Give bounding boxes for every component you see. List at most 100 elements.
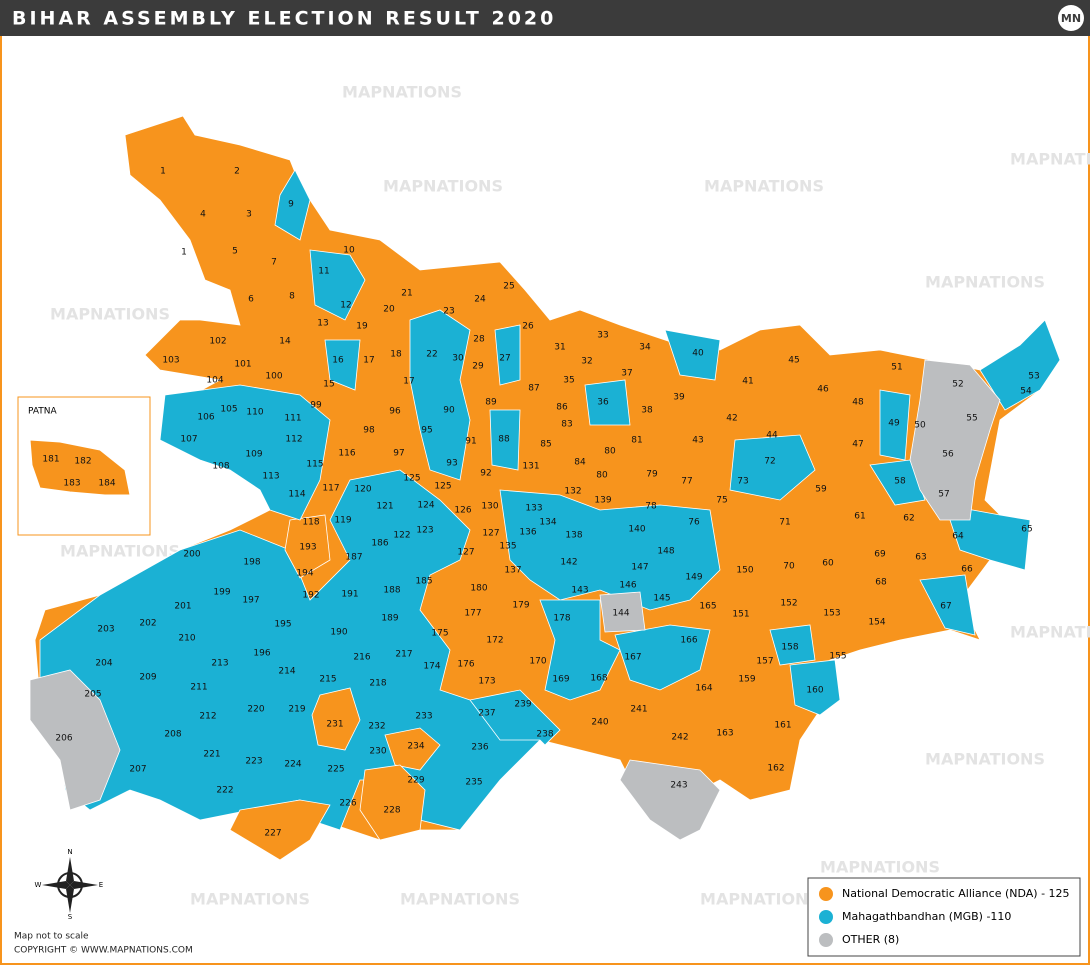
- watermark: MAPNATIONS: [400, 890, 520, 909]
- mgb-region: [729, 434, 816, 501]
- constituency-label: 155: [829, 652, 846, 662]
- compass: N S W E: [35, 848, 104, 921]
- nda-region: [229, 799, 331, 861]
- constituency-label: 1: [181, 248, 187, 258]
- constituency-label: 159: [738, 675, 755, 685]
- constituency-label: 162: [767, 764, 784, 774]
- constituency-label: 144: [612, 609, 629, 619]
- constituency-label: 197: [242, 596, 259, 606]
- constituency-label: 207: [129, 765, 146, 775]
- constituency-label: 215: [319, 675, 336, 685]
- constituency-label: 209: [139, 673, 156, 683]
- constituency-label: 115: [306, 460, 323, 470]
- scale-note: Map not to scale: [14, 932, 89, 942]
- constituency-label: 26: [522, 322, 534, 332]
- constituency-label: 240: [591, 718, 608, 728]
- constituency-label: 229: [407, 776, 424, 786]
- constituency-label: 114: [288, 490, 305, 500]
- watermark: MAPNATIONS: [60, 542, 180, 561]
- constituency-label: 46: [817, 385, 829, 395]
- constituency-label: 122: [393, 531, 410, 541]
- inset-labels: 181 182 183 184: [42, 455, 115, 489]
- constituency-label: 234: [407, 742, 424, 752]
- constituency-label: 24: [474, 295, 486, 305]
- constituency-label: 219: [288, 705, 305, 715]
- constituency-label: 143: [571, 586, 588, 596]
- constituency-label: 108: [212, 462, 229, 472]
- constituency-label: 10: [343, 246, 355, 256]
- constituency-label: 118: [302, 518, 319, 528]
- constituency-label: 100: [265, 372, 282, 382]
- constituency-label: 56: [942, 450, 954, 460]
- constituency-label: 102: [209, 337, 226, 347]
- constituency-label: 101: [234, 360, 251, 370]
- constituency-label: 43: [692, 436, 703, 446]
- constituency-label: 233: [415, 712, 432, 722]
- constituency-label: 227: [264, 829, 281, 839]
- constituency-label: 104: [206, 376, 223, 386]
- other-region: [29, 669, 121, 811]
- watermark: MAPNATIONS: [50, 305, 170, 324]
- compass-n: N: [67, 848, 72, 856]
- constituency-label: 78: [645, 502, 657, 512]
- constituency-label: 201: [174, 602, 191, 612]
- constituency-label: 29: [472, 362, 484, 372]
- constituency-label: 110: [246, 408, 263, 418]
- other-region: [909, 359, 1001, 521]
- constituency-label: 13: [317, 319, 328, 329]
- constituency-label: 83: [561, 420, 572, 430]
- constituency-label: 239: [514, 700, 531, 710]
- constituency-label: 225: [327, 765, 344, 775]
- mgb-region: [789, 659, 841, 716]
- constituency-label: 221: [203, 750, 220, 760]
- constituency-label: 217: [395, 650, 412, 660]
- mgb-region: [324, 339, 361, 391]
- constituency-label: 158: [781, 643, 798, 653]
- other-region: [599, 591, 646, 633]
- constituency-label: 17: [363, 356, 374, 366]
- constituency-label: 157: [756, 657, 773, 667]
- legend-swatch: [819, 887, 833, 901]
- constituency-label: 45: [788, 356, 799, 366]
- constituency-label: 199: [213, 588, 230, 598]
- constituency-label: 28: [473, 335, 485, 345]
- constituency-label: 136: [519, 528, 536, 538]
- mgb-region: [309, 249, 366, 321]
- constituency-label: 160: [806, 686, 823, 696]
- constituency-label: 232: [368, 722, 385, 732]
- constituency-label: 236: [471, 743, 488, 753]
- constituency-label: 9: [288, 200, 294, 210]
- constituency-label: 174: [423, 662, 440, 672]
- constituency-label: 224: [284, 760, 301, 770]
- constituency-label: 243: [670, 781, 687, 791]
- constituency-label: 54: [1020, 387, 1032, 397]
- title: BIHAR ASSEMBLY ELECTION RESULT 2020: [12, 8, 556, 30]
- constituency-label: 127: [457, 548, 474, 558]
- constituency-label: 16: [332, 356, 344, 366]
- constituency-label: 99: [310, 401, 322, 411]
- nda-region: [284, 514, 331, 579]
- constituency-label: 25: [503, 282, 514, 292]
- constituency-label: 17: [403, 377, 414, 387]
- inset-title: PATNA: [28, 407, 58, 417]
- constituency-label: 89: [485, 398, 497, 408]
- constituency-label: 127: [482, 529, 499, 539]
- mgb-region: [489, 409, 521, 471]
- constituency-label: 124: [417, 501, 434, 511]
- constituency-label: 132: [564, 487, 581, 497]
- legend: National Democratic Alliance (NDA) - 125…: [819, 887, 1070, 947]
- constituency-label: 237: [478, 709, 495, 719]
- constituency-label: 81: [631, 436, 642, 446]
- inset-label: 184: [98, 479, 115, 489]
- constituency-label: 230: [369, 747, 386, 757]
- constituency-label: 38: [641, 406, 653, 416]
- nda-region: [311, 687, 361, 751]
- constituency-label: 88: [498, 435, 510, 445]
- mgb-region: [539, 599, 621, 701]
- constituency-label: 214: [278, 667, 295, 677]
- constituency-label: 177: [464, 609, 481, 619]
- watermark: MAPNATIONS: [1010, 150, 1090, 169]
- constituency-label: 71: [779, 518, 790, 528]
- constituency-label: 216: [353, 653, 370, 663]
- constituency-label: 180: [470, 584, 487, 594]
